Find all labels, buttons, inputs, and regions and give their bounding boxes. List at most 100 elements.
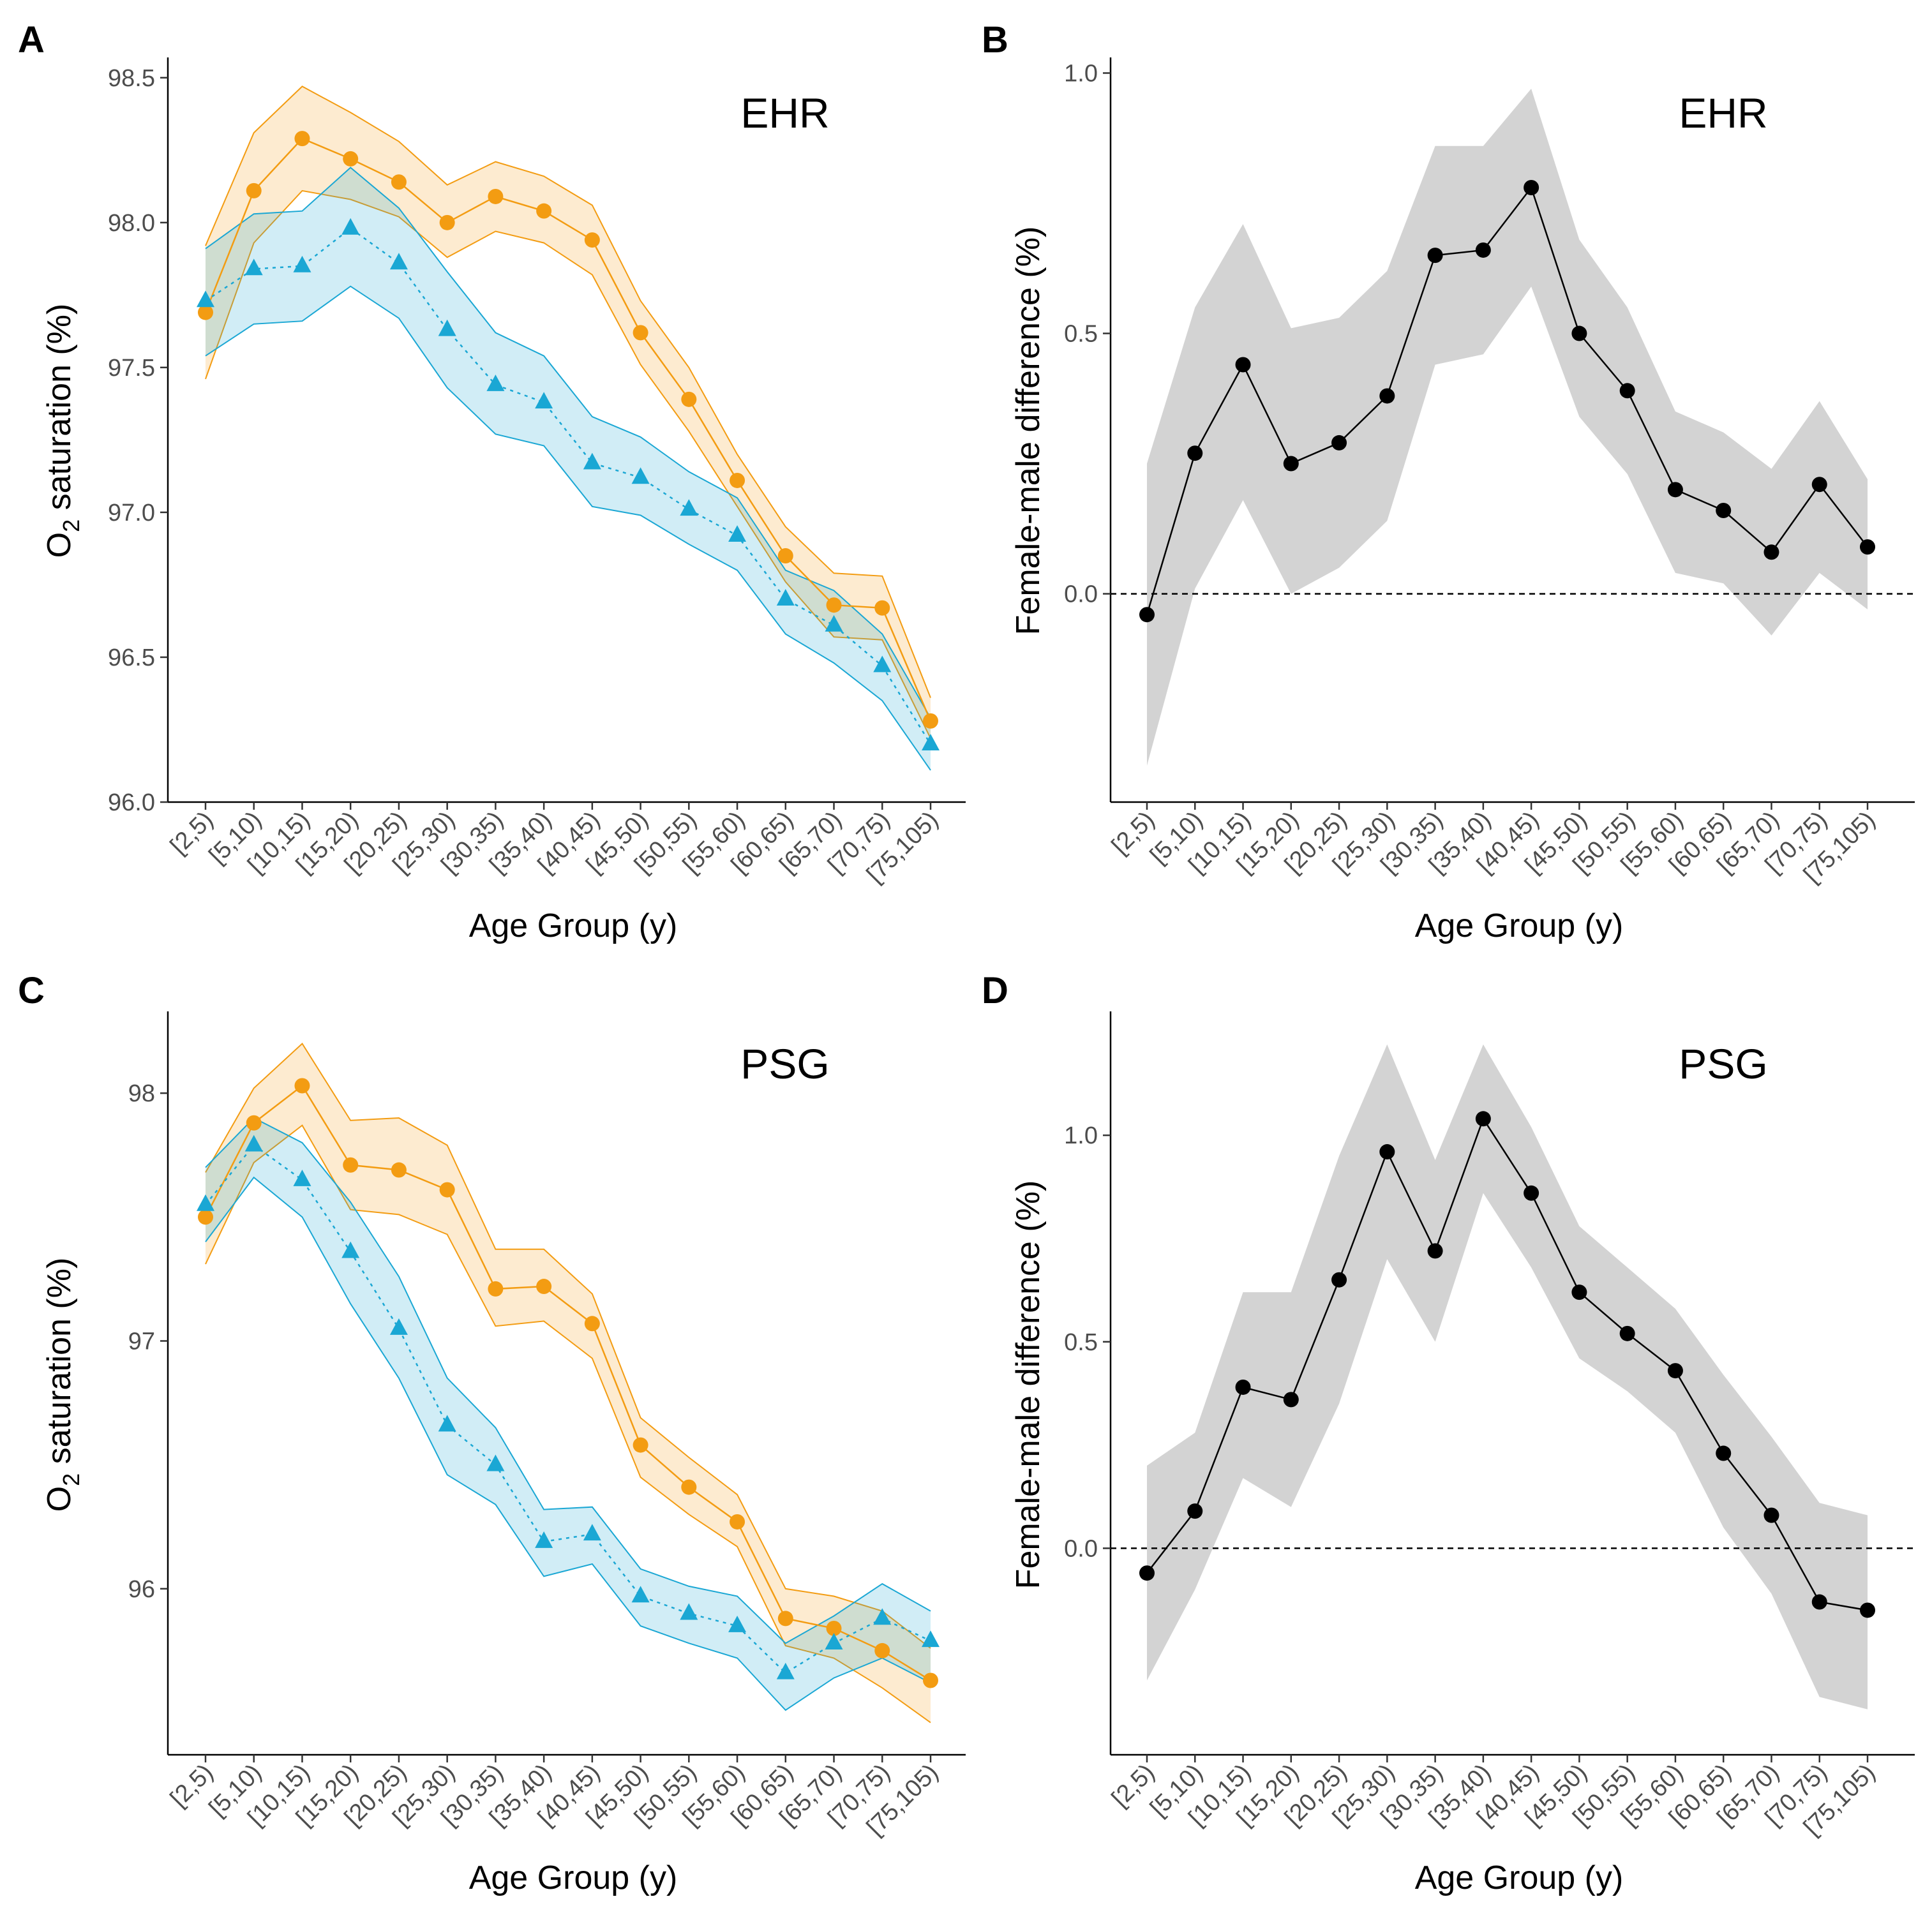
- difference-point: [1667, 1363, 1683, 1379]
- female-point: [391, 1162, 407, 1178]
- difference-point: [1860, 539, 1875, 555]
- female-band-upper-edge: [205, 1042, 931, 1649]
- y-axis-title: Female-male difference (%): [1010, 1180, 1047, 1590]
- y-axis-title-subscript: 2: [58, 519, 84, 532]
- female-point: [826, 597, 842, 613]
- male-point: [631, 1586, 650, 1603]
- male-point: [680, 499, 698, 516]
- y-tick-label: 0.0: [1064, 1535, 1098, 1562]
- difference-point: [1379, 1144, 1395, 1160]
- y-axis-title-prefix: O: [41, 1486, 78, 1512]
- female-point: [439, 214, 455, 230]
- male-point: [776, 1662, 795, 1679]
- difference-point: [1283, 456, 1299, 472]
- male-point: [583, 452, 601, 470]
- male-confidence-band: [206, 1118, 931, 1711]
- y-axis-title: O2 saturation (%): [41, 1258, 84, 1512]
- male-point: [873, 655, 892, 673]
- female-point: [826, 1620, 842, 1636]
- male-point: [535, 392, 553, 409]
- difference-point: [1571, 325, 1587, 341]
- difference-point: [1811, 477, 1827, 493]
- male-point: [293, 255, 311, 272]
- male-point: [438, 1415, 456, 1432]
- female-point: [294, 1078, 310, 1094]
- female-band-upper-edge: [205, 86, 931, 698]
- difference-point: [1187, 445, 1203, 461]
- male-point: [728, 1615, 747, 1632]
- difference-point: [1716, 1445, 1732, 1461]
- dataset-tag: EHR: [1679, 89, 1767, 137]
- panel-letter: B: [982, 19, 1008, 61]
- y-tick-label: 1.0: [1064, 60, 1098, 87]
- female-point: [730, 472, 745, 488]
- y-tick-label: 98.5: [108, 65, 155, 92]
- female-point: [633, 1437, 648, 1453]
- male-point: [244, 1135, 263, 1152]
- male-band-lower-edge: [205, 285, 931, 771]
- male-point: [922, 1630, 940, 1648]
- difference-point: [1427, 1243, 1443, 1259]
- difference-point: [1475, 242, 1491, 258]
- y-axis-title-suffix: saturation (%): [41, 1258, 78, 1473]
- y-tick-label: 96: [128, 1576, 155, 1603]
- difference-series-line: [1146, 186, 1868, 615]
- female-point: [391, 174, 407, 190]
- difference-series-line: [1146, 1117, 1868, 1611]
- difference-point: [1331, 1272, 1347, 1288]
- difference-point: [1235, 357, 1251, 373]
- difference-point: [1764, 1507, 1779, 1523]
- panel-letter: A: [18, 19, 45, 61]
- difference-point: [1139, 1565, 1155, 1581]
- male-point: [728, 525, 747, 542]
- male-point: [341, 1241, 360, 1258]
- difference-point: [1619, 383, 1635, 399]
- dataset-tag: PSG: [740, 1040, 829, 1087]
- male-point: [583, 1524, 601, 1541]
- female-point: [874, 600, 890, 616]
- female-band-lower-edge: [205, 190, 931, 739]
- female-point: [681, 391, 697, 407]
- male-point: [680, 1603, 698, 1620]
- difference-point: [1187, 1503, 1203, 1519]
- x-axis-title: Age Group (y): [1415, 907, 1624, 944]
- y-tick-label: 0.5: [1064, 321, 1098, 348]
- female-series-line: [204, 137, 932, 722]
- panel-d: D0.00.51.0[2,5)[5,10)[10,15)[15,20)[20,2…: [982, 970, 1915, 1896]
- female-point: [294, 131, 310, 147]
- female-point: [198, 1209, 213, 1225]
- difference-point: [1619, 1325, 1635, 1341]
- female-point: [584, 1316, 600, 1332]
- x-axis-title: Age Group (y): [469, 907, 678, 944]
- male-point: [293, 1169, 311, 1186]
- panel-letter: D: [982, 970, 1008, 1011]
- male-point: [486, 375, 505, 391]
- female-confidence-band: [206, 86, 931, 739]
- female-confidence-band: [206, 1043, 931, 1723]
- male-point: [438, 319, 456, 336]
- y-tick-label: 96.0: [108, 789, 155, 816]
- y-tick-label: 1.0: [1064, 1122, 1098, 1149]
- female-point: [343, 151, 359, 167]
- female-point: [777, 548, 793, 564]
- y-tick-label: 98: [128, 1080, 155, 1107]
- male-band-upper-edge: [205, 1117, 931, 1644]
- difference-point: [1331, 435, 1347, 450]
- male-series-line: [205, 1143, 931, 1674]
- difference-point: [1524, 180, 1539, 196]
- female-point: [488, 1281, 504, 1297]
- male-point: [922, 734, 940, 750]
- male-point: [197, 1194, 214, 1211]
- difference-point: [1571, 1284, 1587, 1300]
- difference-point: [1667, 482, 1683, 498]
- male-point: [389, 253, 408, 270]
- difference-point: [1811, 1594, 1827, 1610]
- male-point: [486, 1454, 505, 1471]
- male-confidence-band: [206, 167, 931, 771]
- y-axis-title-prefix: O: [41, 532, 78, 558]
- female-point: [536, 203, 552, 219]
- y-tick-label: 97.0: [108, 500, 155, 526]
- difference-point: [1524, 1185, 1539, 1201]
- female-series-line: [204, 1084, 931, 1681]
- y-axis-title: Female-male difference (%): [1010, 227, 1047, 636]
